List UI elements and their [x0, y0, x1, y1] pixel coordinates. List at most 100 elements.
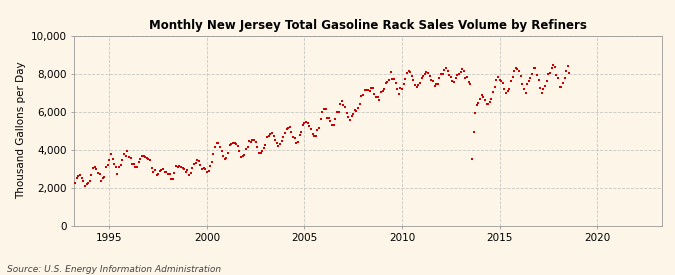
- Point: [159, 169, 170, 174]
- Point: [268, 134, 279, 138]
- Point: [535, 86, 545, 90]
- Point: [545, 71, 556, 75]
- Point: [523, 79, 534, 83]
- Point: [279, 130, 290, 135]
- Point: [421, 70, 432, 74]
- Point: [182, 168, 193, 172]
- Point: [283, 125, 294, 130]
- Point: [312, 127, 323, 132]
- Point: [290, 136, 300, 140]
- Point: [328, 123, 339, 128]
- Point: [306, 127, 317, 131]
- Point: [163, 172, 173, 177]
- Point: [369, 91, 380, 96]
- Point: [426, 78, 437, 82]
- Point: [338, 103, 349, 107]
- Point: [300, 120, 311, 124]
- Point: [434, 76, 445, 81]
- Point: [408, 78, 418, 82]
- Point: [380, 81, 391, 86]
- Point: [216, 149, 227, 154]
- Point: [125, 156, 136, 160]
- Point: [294, 133, 305, 137]
- Point: [239, 153, 250, 157]
- Point: [479, 97, 490, 102]
- Point: [133, 160, 144, 164]
- Point: [299, 121, 310, 125]
- Point: [224, 143, 235, 147]
- Point: [353, 106, 364, 110]
- Point: [265, 132, 275, 136]
- Point: [281, 127, 292, 131]
- Point: [487, 90, 498, 94]
- Point: [130, 165, 141, 169]
- Point: [302, 121, 313, 125]
- Point: [247, 138, 258, 142]
- Point: [520, 91, 531, 95]
- Point: [236, 155, 246, 160]
- Point: [462, 74, 472, 79]
- Point: [458, 69, 469, 73]
- Point: [507, 74, 518, 79]
- Point: [364, 89, 375, 94]
- Point: [211, 141, 222, 146]
- Point: [89, 165, 100, 169]
- Point: [506, 79, 516, 84]
- Point: [250, 140, 261, 144]
- Point: [119, 152, 130, 156]
- Point: [559, 76, 570, 80]
- Point: [486, 97, 497, 101]
- Point: [372, 95, 383, 100]
- Point: [238, 154, 248, 159]
- Point: [136, 154, 147, 158]
- Point: [298, 123, 308, 127]
- Point: [174, 164, 185, 168]
- Point: [489, 85, 500, 89]
- Point: [213, 141, 223, 145]
- Point: [158, 167, 169, 171]
- Point: [88, 166, 99, 170]
- Point: [502, 89, 513, 94]
- Point: [340, 105, 350, 109]
- Point: [471, 103, 482, 107]
- Point: [460, 75, 471, 80]
- Point: [109, 162, 119, 166]
- Point: [402, 71, 412, 76]
- Point: [359, 87, 370, 92]
- Point: [348, 111, 358, 116]
- Point: [117, 158, 128, 163]
- Point: [530, 66, 541, 70]
- Point: [244, 139, 254, 144]
- Point: [120, 154, 131, 158]
- Text: Source: U.S. Energy Information Administration: Source: U.S. Energy Information Administ…: [7, 265, 221, 274]
- Point: [242, 145, 253, 150]
- Point: [383, 78, 394, 82]
- Point: [405, 69, 416, 74]
- Point: [537, 91, 547, 95]
- Point: [179, 167, 190, 171]
- Point: [310, 134, 321, 138]
- Point: [477, 93, 487, 97]
- Point: [327, 123, 338, 128]
- Point: [112, 172, 123, 176]
- Point: [143, 156, 154, 161]
- Point: [455, 70, 466, 74]
- Point: [240, 147, 251, 152]
- Point: [525, 76, 536, 80]
- Point: [331, 109, 342, 114]
- Point: [156, 167, 167, 172]
- Point: [449, 79, 460, 84]
- Point: [494, 78, 505, 82]
- Point: [319, 107, 329, 111]
- Point: [548, 62, 559, 67]
- Point: [107, 157, 118, 161]
- Point: [105, 152, 116, 156]
- Point: [437, 72, 448, 76]
- Point: [394, 92, 404, 97]
- Point: [83, 181, 94, 185]
- Point: [514, 69, 524, 73]
- Point: [124, 154, 134, 159]
- Point: [200, 167, 211, 171]
- Point: [73, 173, 84, 178]
- Point: [138, 154, 149, 159]
